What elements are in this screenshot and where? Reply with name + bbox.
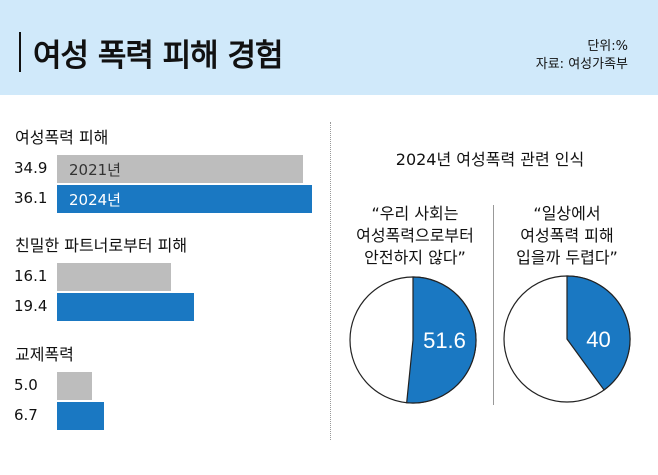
pie-divider bbox=[493, 205, 494, 405]
question-line: “우리 사회는 bbox=[371, 204, 459, 223]
divider bbox=[330, 122, 331, 440]
group-label: 여성폭력 피해 bbox=[15, 128, 109, 147]
value-label: 36.1 bbox=[14, 189, 48, 207]
group-label: 교제폭력 bbox=[15, 345, 74, 364]
value-label: 19.4 bbox=[14, 297, 48, 315]
legend-label: 2024년 bbox=[69, 191, 121, 209]
pie-chart-title: 2024년 여성폭력 관련 인식 bbox=[395, 150, 585, 169]
value-label: 34.9 bbox=[14, 159, 48, 177]
legend-label: 2021년 bbox=[69, 161, 121, 179]
bar-2024 bbox=[57, 402, 105, 430]
question-line: 안전하지 않다” bbox=[364, 248, 466, 267]
bar-2024: 2024년 bbox=[57, 185, 312, 213]
question-line: “일상에서 bbox=[533, 204, 601, 223]
pie-chart: 51.6 bbox=[349, 276, 477, 404]
pie-chart: 40 bbox=[503, 275, 631, 403]
source-label: 자료: 여성가족부 bbox=[535, 57, 628, 72]
question-line: 여성폭력 피해 bbox=[520, 226, 614, 245]
question-line: 입을까 두렵다” bbox=[516, 248, 618, 267]
title-accent-bar bbox=[19, 32, 21, 72]
pie-slice-value bbox=[406, 276, 477, 404]
page-title: 여성 폭력 피해 경험 bbox=[33, 38, 284, 74]
bar-2021 bbox=[57, 263, 171, 291]
bar-2021 bbox=[57, 372, 93, 400]
value-label: 16.1 bbox=[14, 267, 48, 285]
unit-label: 단위:% bbox=[587, 39, 628, 54]
pie-slice-value bbox=[566, 275, 631, 391]
pie-value-label: 51.6 bbox=[423, 328, 466, 353]
value-label: 6.7 bbox=[14, 406, 38, 424]
header: 여성 폭력 피해 경험 단위:% 자료: 여성가족부 bbox=[0, 0, 658, 95]
question-line: 여성폭력으로부터 bbox=[356, 226, 474, 245]
bar-2021: 2021년 bbox=[57, 155, 304, 183]
value-label: 5.0 bbox=[14, 376, 38, 394]
bar-2024 bbox=[57, 293, 194, 321]
pie-value-label: 40 bbox=[586, 327, 610, 352]
group-label: 친밀한 파트너로부터 피해 bbox=[15, 236, 188, 255]
